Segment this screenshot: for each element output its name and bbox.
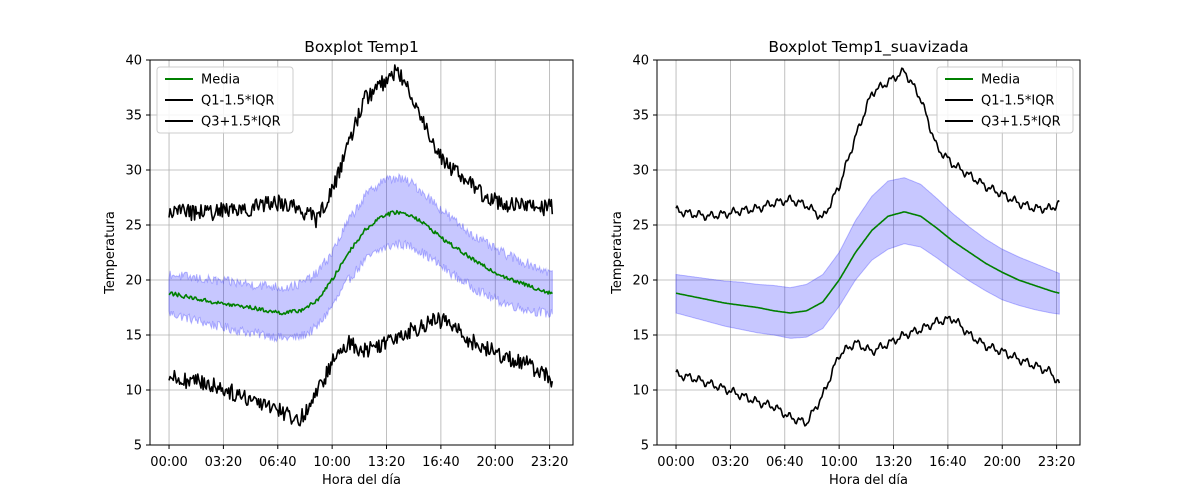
iqr-band bbox=[168, 172, 553, 343]
legend-label: Q1-1.5*IQR bbox=[981, 94, 1054, 109]
x-tick-label: 13:20 bbox=[368, 455, 405, 470]
series-line-media bbox=[675, 211, 1060, 314]
y-axis-label: Temperatura bbox=[103, 211, 118, 295]
y-tick-label: 30 bbox=[632, 164, 649, 179]
y-tick-label: 25 bbox=[125, 219, 142, 234]
x-tick-label: 03:20 bbox=[712, 455, 749, 470]
y-tick-label: 15 bbox=[632, 329, 649, 344]
y-tick-label: 35 bbox=[125, 109, 142, 124]
x-tick-label: 06:40 bbox=[766, 455, 803, 470]
legend: Media Q1-1.5*IQR Q3+1.5*IQR bbox=[936, 66, 1074, 134]
y-tick-label: 20 bbox=[632, 274, 649, 289]
x-tick-label: 10:00 bbox=[313, 455, 350, 470]
chart-title: Boxplot Temp1 bbox=[304, 38, 419, 56]
x-tick-label: 00:00 bbox=[150, 455, 187, 470]
x-tick-label: 20:00 bbox=[984, 455, 1021, 470]
y-tick-label: 5 bbox=[641, 439, 649, 454]
legend-box bbox=[936, 66, 1074, 134]
y-tick-label: 10 bbox=[125, 384, 142, 399]
x-axis-label: Hora del día bbox=[322, 473, 401, 488]
legend: Media Q1-1.5*IQR Q3+1.5*IQR bbox=[156, 66, 294, 134]
x-axis-label: Hora del día bbox=[829, 473, 908, 488]
x-tick-label: 23:20 bbox=[531, 455, 568, 470]
x-tick-label: 06:40 bbox=[259, 455, 296, 470]
legend-label: Q3+1.5*IQR bbox=[201, 115, 281, 130]
y-tick-label: 40 bbox=[125, 54, 142, 69]
axes-frame bbox=[656, 59, 1081, 446]
y-axis-label: Temperatura bbox=[610, 211, 625, 295]
legend-label: Q3+1.5*IQR bbox=[981, 115, 1061, 130]
legend-label: Media bbox=[201, 73, 240, 88]
y-tick-label: 40 bbox=[632, 54, 649, 69]
x-tick-label: 03:20 bbox=[205, 455, 242, 470]
x-tick-label: 16:40 bbox=[422, 455, 459, 470]
x-tick-label: 16:40 bbox=[929, 455, 966, 470]
x-tick-label: 00:00 bbox=[657, 455, 694, 470]
y-tick-label: 35 bbox=[632, 109, 649, 124]
y-tick-label: 20 bbox=[125, 274, 142, 289]
y-tick-label: 15 bbox=[125, 329, 142, 344]
iqr-band bbox=[675, 177, 1060, 339]
y-tick-label: 5 bbox=[134, 439, 142, 454]
series-line-q1 bbox=[168, 312, 554, 427]
x-tick-label: 23:20 bbox=[1038, 455, 1075, 470]
y-tick-label: 30 bbox=[125, 164, 142, 179]
y-tick-label: 25 bbox=[632, 219, 649, 234]
legend-label: Q1-1.5*IQR bbox=[201, 94, 274, 109]
legend-label: Media bbox=[981, 73, 1020, 88]
x-tick-label: 20:00 bbox=[477, 455, 514, 470]
x-tick-label: 10:00 bbox=[820, 455, 857, 470]
series-line-media bbox=[168, 209, 553, 316]
series-line-q3 bbox=[168, 64, 554, 229]
chart-temp1: 5 10 15 20 25 30 35 40 00:00 03:20 06:40 10:00 13:20… bbox=[103, 38, 574, 488]
chart-temp1-suavizada: 5 10 15 20 25 30 35 40 00:00 03:20 06:40 10:00 13:20… bbox=[610, 38, 1081, 488]
y-tick-label: 10 bbox=[632, 384, 649, 399]
chart-title: Boxplot Temp1_suavizada bbox=[768, 38, 968, 57]
legend-box bbox=[156, 66, 294, 134]
series-line-q1 bbox=[675, 315, 1061, 427]
x-tick-label: 13:20 bbox=[875, 455, 912, 470]
series-line-q3 bbox=[675, 67, 1060, 221]
axes-frame bbox=[149, 59, 574, 446]
